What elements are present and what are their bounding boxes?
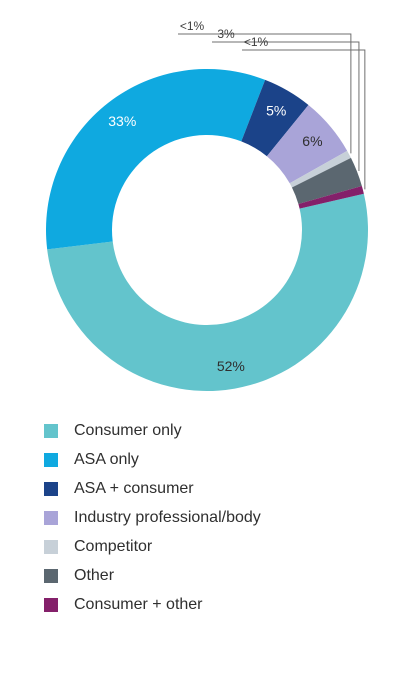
legend-swatch [44,423,58,438]
slice-industry-professional-body [266,104,348,184]
slice-consumer-other [298,185,364,209]
slice-labels: 52% 33% 5% 6% [108,103,322,374]
callout-label-competitor: <1% [180,19,205,33]
legend-swatch [44,568,58,583]
legend-item-industry-professional-body: Industry professional/body [44,503,261,532]
legend-label: Competitor [74,537,153,555]
legend-label: Consumer only [74,421,182,439]
legend-swatch [44,452,58,467]
callout-label-consumer-other: <1% [244,35,269,49]
callout-line-consumer-other [242,49,366,190]
callout-labels: <1% 3% <1% [178,19,366,190]
slice-label-asa-only: 33% [108,113,136,129]
legend-label: Industry professional/body [74,508,261,526]
slice-asa-consumer [241,79,309,157]
legend-swatch [44,597,58,612]
legend-swatch [44,481,58,496]
callout-line-competitor [178,33,352,154]
legend-label: ASA only [74,450,139,468]
slice-asa-only [46,69,266,250]
legend-label: ASA + consumer [74,479,194,497]
legend-item-competitor: Competitor [44,532,261,561]
slice-consumer-only [47,193,369,391]
legend-item-other: Other [44,561,261,590]
legend-swatch [44,510,58,525]
callout-line-other [212,41,360,171]
slice-other [291,157,362,205]
legend-item-asa-only: ASA only [44,445,261,474]
slice-label-consumer-only: 52% [217,358,245,374]
legend-label: Consumer + other [74,595,203,613]
slice-label-industry-professional-body: 6% [302,133,322,149]
donut-chart: 52% 33% 5% 6% <1% 3% <1% [46,19,369,391]
slice-label-asa-consumer: 5% [266,103,286,119]
callout-label-other: 3% [217,27,235,41]
slice-competitor [289,150,351,188]
chart-legend: Consumer only ASA only ASA + consumer Indus… [44,416,261,619]
legend-swatch [44,539,58,554]
legend-item-consumer-other: Consumer + other [44,590,261,619]
donut-slices [46,69,369,391]
legend-item-asa-consumer: ASA + consumer [44,474,261,503]
legend-item-consumer-only: Consumer only [44,416,261,445]
legend-label: Other [74,566,115,584]
